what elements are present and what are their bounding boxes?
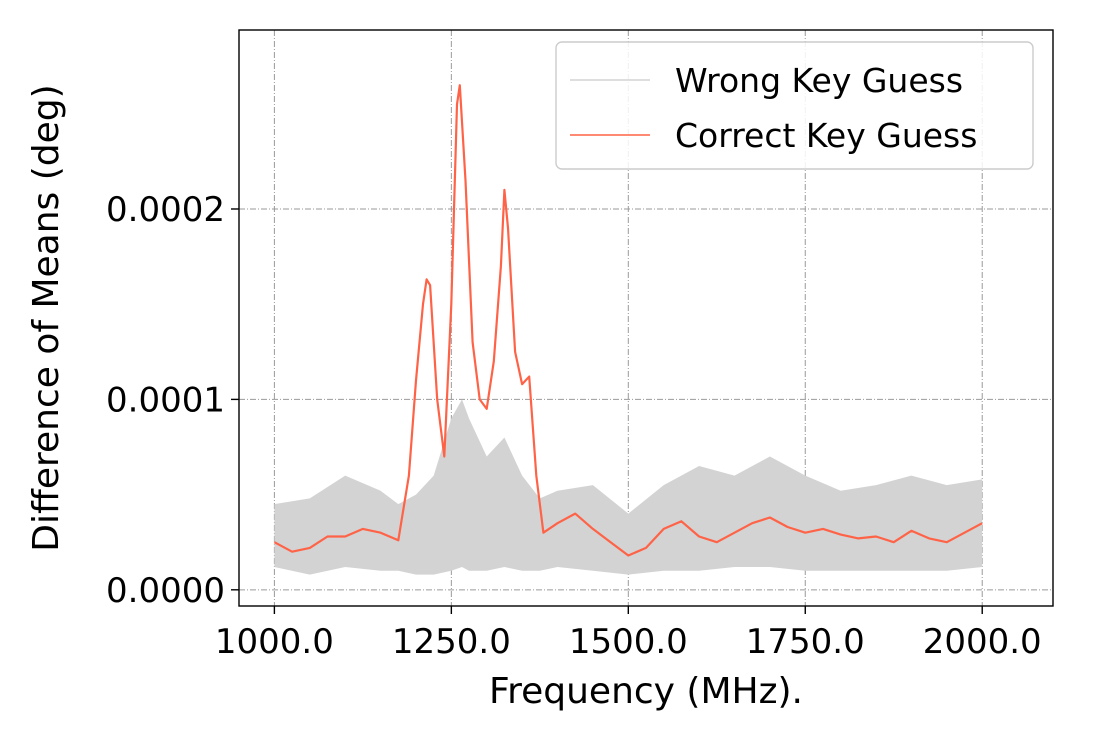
series-wrong-key-guess-band (274, 399, 983, 575)
y-tick-label: 0.0001 (106, 380, 225, 420)
y-tick-label: 0.0000 (106, 571, 225, 611)
y-axis-label: Difference of Means (deg) (26, 84, 67, 551)
legend-entry-label: Correct Key Guess (675, 116, 977, 155)
plot-frame (238, 29, 1054, 607)
y-tick-label: 0.0002 (106, 190, 225, 230)
x-tick-label: 1000.0 (215, 622, 334, 662)
x-axis-label: Frequency (MHz). (489, 671, 803, 712)
x-tick-label: 2000.0 (923, 622, 1042, 662)
series-correct-key-guess-line (273, 84, 983, 557)
legend: Wrong Key Guess Correct Key Guess (555, 41, 1034, 170)
series-layer (273, 84, 983, 575)
legend-entry-label: Wrong Key Guess (675, 61, 963, 100)
x-tick-label: 1500.0 (569, 622, 688, 662)
legend-box (555, 41, 1034, 170)
tick-layer: 1000.0 1250.0 1500.0 1750.0 2000.0 0.0000 0.00… (106, 190, 1042, 662)
x-tick-label: 1250.0 (392, 622, 511, 662)
x-tick-label: 1750.0 (746, 622, 865, 662)
